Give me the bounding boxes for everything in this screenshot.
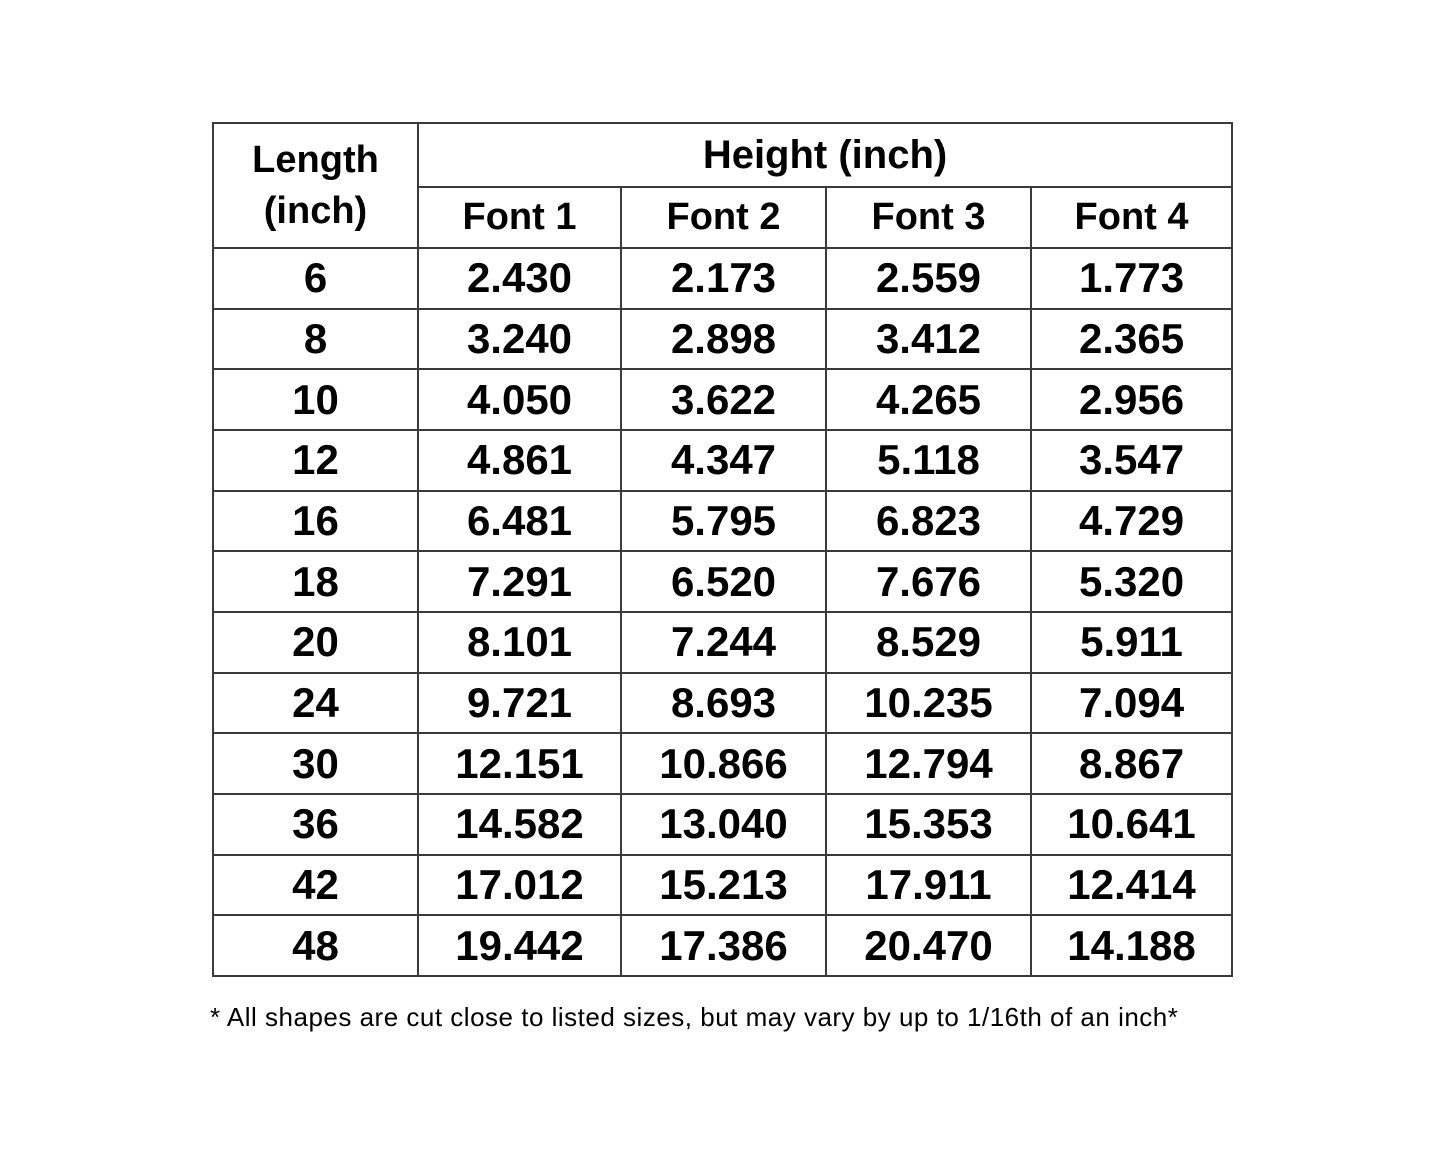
length-cell: 42: [212, 853, 419, 917]
height-value-cell-font-4: 2.956: [1029, 368, 1234, 431]
height-value-cell-font-4: 2.365: [1029, 307, 1234, 371]
height-value-cell-font-2: 17.386: [620, 914, 827, 977]
height-value-cell-font-1: 12.151: [417, 732, 622, 795]
height-value-cell-font-4: 1.773: [1029, 247, 1234, 310]
height-value-cell-font-3: 2.559: [825, 247, 1032, 310]
length-cell: 16: [212, 489, 419, 553]
height-value-cell-font-4: 4.729: [1029, 489, 1234, 553]
table-row: 10 4.050 3.622 4.265 2.956: [212, 368, 1234, 431]
height-value-cell-font-3: 4.265: [825, 368, 1032, 431]
height-value-cell-font-2: 3.622: [620, 368, 827, 431]
length-cell: 20: [212, 610, 419, 674]
height-value-cell-font-3: 17.911: [825, 853, 1032, 917]
height-value-cell-font-4: 5.911: [1029, 610, 1234, 674]
height-value-cell-font-1: 2.430: [417, 247, 622, 310]
length-cell: 6: [212, 247, 419, 310]
height-value-cell-font-2: 15.213: [620, 853, 827, 917]
height-value-cell-font-4: 3.547: [1029, 428, 1234, 492]
height-value-cell-font-1: 19.442: [417, 914, 622, 977]
height-value-cell-font-3: 15.353: [825, 792, 1032, 856]
footnote: * All shapes are cut close to listed siz…: [210, 1002, 1179, 1032]
table-row: 16 6.481 5.795 6.823 4.729: [212, 489, 1234, 553]
size-chart-table: Length (inch) Height (inch) Font 1 Font …: [212, 122, 1234, 977]
length-cell: 36: [212, 792, 419, 856]
height-value-cell-font-4: 14.188: [1029, 914, 1234, 977]
height-value-cell-font-4: 8.867: [1029, 732, 1234, 795]
table-row: 36 14.582 13.040 15.353 10.641: [212, 792, 1234, 856]
height-value-cell-font-3: 5.118: [825, 428, 1032, 492]
height-value-cell-font-3: 12.794: [825, 732, 1032, 795]
height-value-cell-font-2: 4.347: [620, 428, 827, 492]
height-value-cell-font-4: 5.320: [1029, 550, 1234, 613]
column-header-font-4: Font 4: [1029, 186, 1234, 249]
height-value-cell-font-3: 8.529: [825, 610, 1032, 674]
length-cell: 48: [212, 914, 419, 977]
height-value-cell-font-2: 6.520: [620, 550, 827, 613]
height-value-cell-font-4: 12.414: [1029, 853, 1234, 917]
height-value-cell-font-3: 7.676: [825, 550, 1032, 613]
height-value-cell-font-1: 9.721: [417, 671, 622, 735]
length-header-line-2: (inch): [263, 189, 368, 232]
height-value-cell-font-1: 6.481: [417, 489, 622, 553]
height-group-header: Height (inch): [416, 122, 1234, 188]
column-header-font-3: Font 3: [825, 186, 1032, 249]
table-row: 6 2.430 2.173 2.559 1.773: [212, 247, 1234, 310]
table-row: 30 12.151 10.866 12.794 8.867: [212, 732, 1234, 795]
table-row: 12 4.861 4.347 5.118 3.547: [212, 428, 1234, 492]
table-row: 18 7.291 6.520 7.676 5.320: [212, 550, 1234, 613]
table-row: 48 19.442 17.386 20.470 14.188: [212, 914, 1234, 977]
length-cell: 8: [212, 307, 419, 371]
height-value-cell-font-4: 7.094: [1029, 671, 1234, 735]
height-value-cell-font-2: 2.898: [620, 307, 827, 371]
table-row: 20 8.101 7.244 8.529 5.911: [212, 610, 1234, 674]
column-header-font-1: Font 1: [417, 186, 622, 249]
length-cell: 18: [212, 550, 419, 613]
height-value-cell-font-1: 14.582: [417, 792, 622, 856]
height-value-cell-font-3: 10.235: [825, 671, 1032, 735]
height-value-cell-font-3: 6.823: [825, 489, 1032, 553]
length-cell: 24: [212, 671, 419, 735]
table-row: 8 3.240 2.898 3.412 2.365: [212, 307, 1234, 371]
length-cell: 10: [212, 368, 419, 431]
height-value-cell-font-4: 10.641: [1029, 792, 1234, 856]
height-value-cell-font-2: 7.244: [620, 610, 827, 674]
table-row: 42 17.012 15.213 17.911 12.414: [212, 853, 1234, 917]
length-cell: 12: [212, 428, 419, 492]
height-value-cell-font-1: 7.291: [417, 550, 622, 613]
height-value-cell-font-1: 4.861: [417, 428, 622, 492]
height-value-cell-font-2: 5.795: [620, 489, 827, 553]
header-row-group: Length (inch) Height (inch): [212, 122, 1234, 249]
height-value-cell-font-1: 3.240: [417, 307, 622, 371]
length-column-header: Length (inch): [212, 122, 419, 249]
height-value-cell-font-2: 13.040: [620, 792, 827, 856]
length-cell: 30: [212, 732, 419, 795]
height-value-cell-font-3: 20.470: [825, 914, 1032, 977]
header-row-fonts: Font 1 Font 2 Font 3 Font 4: [213, 186, 1234, 249]
column-header-font-2: Font 2: [620, 186, 827, 249]
table-body: 6 2.430 2.173 2.559 1.773 8 3.240 2.898 3.412 2.3…: [212, 247, 1234, 977]
length-header-line-1: Length: [252, 139, 379, 182]
height-value-cell-font-3: 3.412: [825, 307, 1032, 371]
height-value-cell-font-1: 17.012: [417, 853, 622, 917]
height-value-cell-font-2: 8.693: [620, 671, 827, 735]
height-value-cell-font-2: 10.866: [620, 732, 827, 795]
table-row: 24 9.721 8.693 10.235 7.094: [212, 671, 1234, 735]
table-header: Length (inch) Height (inch) Font 1 Font …: [212, 122, 1234, 249]
height-value-cell-font-1: 4.050: [417, 368, 622, 431]
height-value-cell-font-2: 2.173: [620, 247, 827, 310]
height-value-cell-font-1: 8.101: [417, 610, 622, 674]
